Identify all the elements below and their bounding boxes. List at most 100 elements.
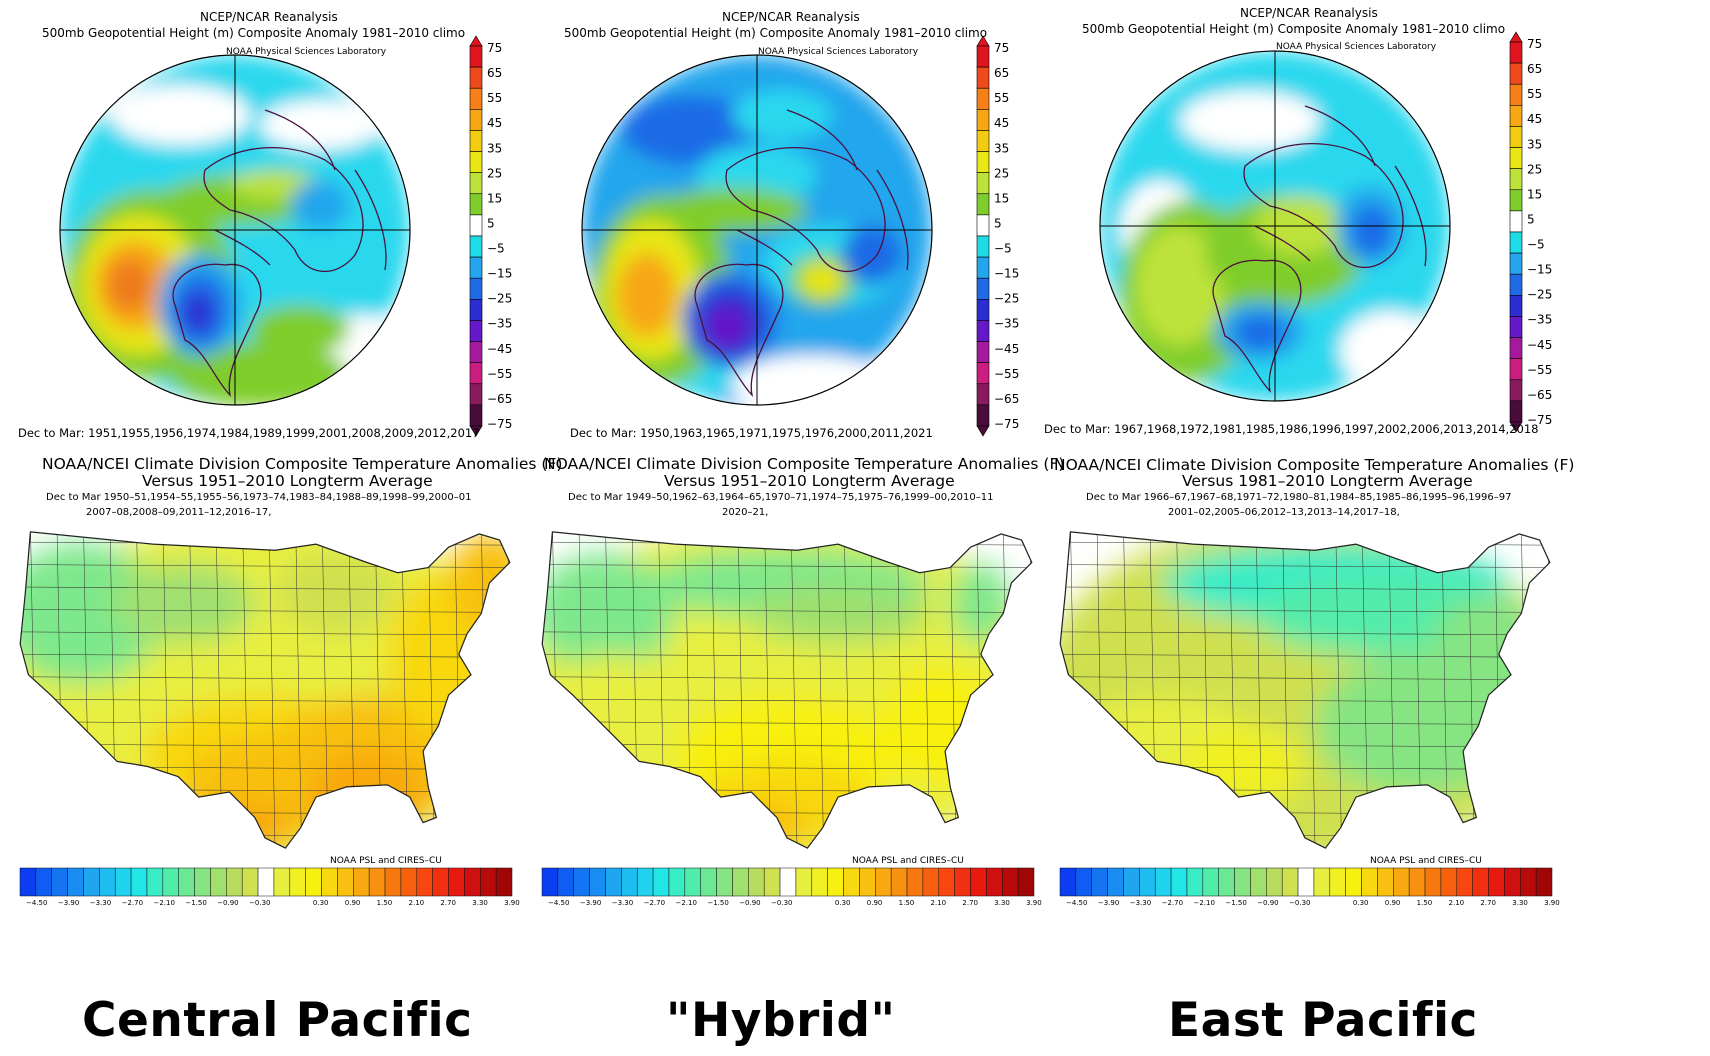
temp-colorbar-tick: 3.90 (504, 899, 520, 907)
reanalysis-title: NCEP/NCAR Reanalysis (200, 10, 338, 24)
temp-colorbar-tick: 3.90 (1544, 899, 1560, 907)
map-credit: NOAA PSL and CIRES–CU (330, 856, 442, 866)
temp-colorbar-tick: −3.30 (1130, 899, 1151, 907)
temp-colorbar-tick: −1.50 (185, 899, 206, 907)
temp-colorbar-tick: 0.90 (1385, 899, 1401, 907)
lab-credit: NOAA Physical Sciences Laboratory (226, 47, 387, 57)
colorbar-tick-label: −55 (487, 367, 512, 381)
temperature-region (1427, 593, 1550, 736)
colorbar-tick-label: 35 (1527, 137, 1542, 151)
temperature-region (112, 562, 255, 645)
temperature-region (1294, 786, 1418, 849)
field-title: 500mb Geopotential Height (m) Composite … (42, 26, 466, 40)
us-temperature-map (19, 531, 511, 849)
temp-colorbar-tick: 1.50 (899, 899, 915, 907)
lab-credit: NOAA Physical Sciences Laboratory (1276, 42, 1437, 52)
panel-hybrid: NCEP/NCAR Reanalysis 500mb Geopotential H… (522, 0, 1092, 1056)
temperature-colorbar: −4.50 −3.90 −3.30 −2.70 −2.10 −1.50 −0.90 −0.30… (19, 867, 520, 907)
colorbar-tick-label: −35 (1527, 313, 1552, 327)
climdiv-years-line1: Dec to Mar 1950–51,1954–55,1955–56,1973–… (46, 492, 472, 503)
colorbar-tick-label: 45 (1527, 112, 1542, 126)
composite-years: Dec to Mar: 1950,1963,1965,1971,1975,197… (570, 426, 933, 440)
climdiv-versus: Versus 1951–2010 Longterm Average (142, 472, 433, 490)
colorbar-tick-label: 65 (994, 66, 1009, 80)
anomaly-contour (250, 305, 350, 355)
temp-colorbar-tick: 0.30 (313, 899, 329, 907)
temp-colorbar-tick: −3.90 (58, 899, 79, 907)
colorbar-tick-label: 15 (1527, 187, 1542, 201)
temperature-region (725, 802, 808, 849)
temp-colorbar-tick: −4.50 (1066, 899, 1087, 907)
anomaly-contour (842, 225, 902, 285)
colorbar-tick-label: −5 (1527, 238, 1545, 252)
colorbar-tick-label: 15 (994, 191, 1009, 205)
temperature-colorbar: −4.50 −3.90 −3.30 −2.70 −2.10 −1.50 −0.90 −0.30… (541, 867, 1042, 907)
climdiv-years-line2: 2001–02,2005–06,2012–13,2013–14,2017–18, (1168, 507, 1400, 518)
temp-colorbar-tick: 0.30 (835, 899, 851, 907)
polar-height-map (581, 54, 933, 406)
temp-colorbar-tick: −3.30 (90, 899, 111, 907)
anomaly-contour (108, 259, 152, 311)
temp-colorbar-tick: −3.30 (612, 899, 633, 907)
colorbar-tick-label: 65 (487, 66, 502, 80)
colorbar-tick-label: −35 (994, 317, 1019, 331)
colorbar-tick-label: −55 (1527, 363, 1552, 377)
anomaly-contour (617, 253, 677, 337)
anomaly-contour (732, 90, 832, 140)
colorbar-tick-label: −65 (994, 392, 1019, 406)
anomaly-contour (290, 180, 350, 230)
colorbar-tick-label: 25 (1527, 162, 1542, 176)
us-temperature-map (1059, 531, 1551, 849)
climdiv-years-line1: Dec to Mar 1949–50,1962–63,1964–65,1970–… (568, 492, 994, 503)
continent-outlines (694, 109, 909, 397)
climdiv-versus: Versus 1981–2010 Longterm Average (1182, 472, 1473, 490)
anomaly-contour (182, 293, 214, 333)
colorbar-tick-label: 55 (994, 91, 1009, 105)
anomaly-contour (1340, 311, 1440, 391)
anomaly-contour (1235, 315, 1285, 351)
height-colorbar: 75 65 55 45 35 25 15 5 −5 −15 −25 −35 −45 −55 −65 −75 (1509, 31, 1552, 433)
reanalysis-title: NCEP/NCAR Reanalysis (1240, 6, 1378, 20)
temp-colorbar-tick: −2.10 (153, 899, 174, 907)
colorbar-tick-label: 75 (1527, 37, 1542, 51)
colorbar-tick-label: −55 (994, 367, 1019, 381)
colorbar-tick-label: 75 (994, 41, 1009, 55)
temp-colorbar-tick: −3.90 (1098, 899, 1119, 907)
colorbar-tick-label: −25 (994, 292, 1019, 306)
temp-colorbar-tick: 0.90 (867, 899, 883, 907)
colorbar-tick-label: −15 (487, 267, 512, 281)
temp-colorbar-tick: 3.30 (1512, 899, 1528, 907)
temp-colorbar-tick: 3.30 (472, 899, 488, 907)
climdiv-years-line2: 2020–21, (722, 507, 769, 518)
polar-height-map (1099, 50, 1451, 402)
temp-colorbar-tick: −2.70 (122, 899, 143, 907)
colorbar-tick-label: −75 (994, 417, 1019, 431)
temp-colorbar-tick: 2.70 (440, 899, 456, 907)
height-colorbar: 75 65 55 45 35 25 15 5 −5 −15 −25 −35 −45 −55 −65 −75 (976, 35, 1019, 437)
panel-central-pacific: NCEP/NCAR Reanalysis 500mb Geopotential H… (0, 0, 570, 1056)
colorbar-tick-label: −45 (1527, 338, 1552, 352)
anomaly-contour (800, 262, 844, 298)
temp-colorbar-tick: 0.90 (345, 899, 361, 907)
colorbar-tick-label: 25 (487, 166, 502, 180)
colorbar-tick-label: 5 (1527, 212, 1535, 226)
temp-colorbar-tick: 2.10 (931, 899, 947, 907)
anomaly-contour (1352, 206, 1392, 256)
map-credit: NOAA PSL and CIRES–CU (852, 856, 964, 866)
temp-colorbar-tick: −0.90 (739, 899, 760, 907)
anomaly-contour (622, 95, 762, 165)
temp-colorbar-tick: 1.50 (377, 899, 393, 907)
colorbar-tick-label: −25 (487, 292, 512, 306)
height-colorbar: 75 65 55 45 35 25 15 5 −5 −15 −25 −35 −45 −55 −65 −75 (469, 35, 512, 437)
colorbar-tick-label: 45 (487, 116, 502, 130)
field-title: 500mb Geopotential Height (m) Composite … (1082, 22, 1506, 36)
temp-colorbar-tick: 2.70 (962, 899, 978, 907)
composite-years: Dec to Mar: 1967,1968,1972,1981,1985,198… (1044, 422, 1539, 436)
colorbar-tick-label: 25 (994, 166, 1009, 180)
temp-colorbar-tick: 1.50 (1417, 899, 1433, 907)
temp-colorbar-tick: 2.70 (1480, 899, 1496, 907)
colorbar-tick-label: 45 (994, 116, 1009, 130)
panel-label: Central Pacific (82, 993, 473, 1048)
temperature-region (746, 582, 930, 645)
climdiv-title: NOAA/NCEI Climate Division Composite Tem… (544, 455, 1065, 473)
